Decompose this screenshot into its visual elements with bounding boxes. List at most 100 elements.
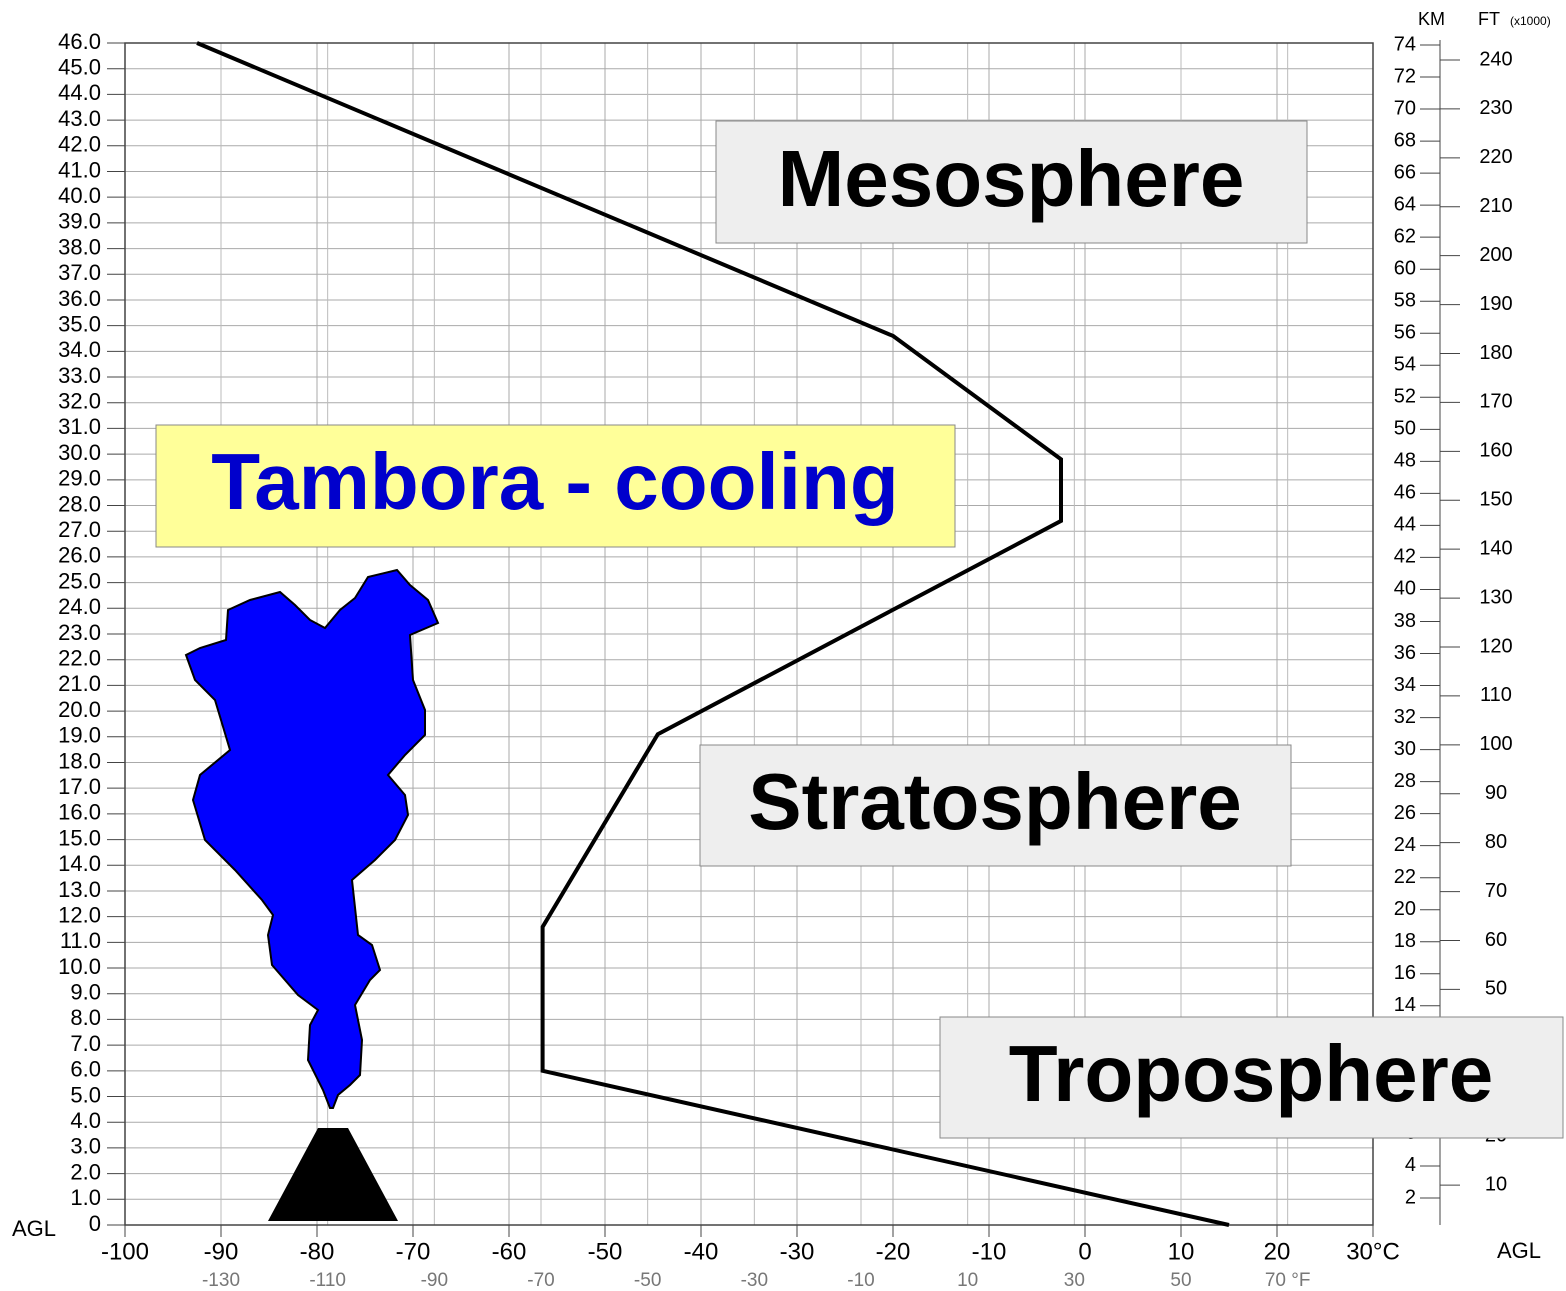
km-tick-label: 30 xyxy=(1394,738,1416,760)
x-tick-label: -10 xyxy=(972,1238,1007,1265)
y-tick-label: 39.0 xyxy=(58,209,101,234)
km-tick-label: 44 xyxy=(1394,514,1416,536)
y-tick-label: 12.0 xyxy=(58,902,101,927)
km-tick-label: 72 xyxy=(1394,65,1416,87)
y-tick-label: 20.0 xyxy=(58,697,101,722)
x-tick-label: -20 xyxy=(876,1238,911,1265)
y-tick-label: 38.0 xyxy=(58,234,101,259)
km-tick-label: 22 xyxy=(1394,866,1416,888)
ft-tick-label: 110 xyxy=(1480,684,1512,706)
y-tick-label: 9.0 xyxy=(70,980,101,1005)
f-tick-label: 10 xyxy=(957,1270,978,1291)
km-tick-label: 42 xyxy=(1394,546,1416,568)
ft-tick-label: 160 xyxy=(1479,440,1512,462)
km-tick-label: 24 xyxy=(1394,834,1416,856)
km-tick-label: 36 xyxy=(1394,642,1416,664)
ft-tick-label: 220 xyxy=(1479,146,1512,168)
y-tick-label: 4.0 xyxy=(70,1108,101,1133)
km-tick-label: 62 xyxy=(1394,225,1416,247)
troposphere-label: Troposphere xyxy=(1009,1029,1494,1118)
km-tick-label: 16 xyxy=(1394,962,1416,984)
km-tick-label: 48 xyxy=(1394,450,1416,472)
km-tick-label: 4 xyxy=(1405,1154,1416,1176)
f-tick-label: 30 xyxy=(1064,1270,1085,1291)
ft-tick-label: 150 xyxy=(1479,489,1512,511)
km-tick-label: 38 xyxy=(1394,610,1416,632)
ft-tick-label: 230 xyxy=(1479,97,1512,119)
y-tick-label: 43.0 xyxy=(58,106,101,131)
y-tick-label: 33.0 xyxy=(58,363,101,388)
y-tick-label: 46.0 xyxy=(58,29,101,54)
y-tick-label: 27.0 xyxy=(58,517,101,542)
y-tick-label: 29.0 xyxy=(58,466,101,491)
y-tick-label: 13.0 xyxy=(58,877,101,902)
ft-tick-label: 130 xyxy=(1479,586,1512,608)
y-tick-label: 3.0 xyxy=(70,1134,101,1159)
tambora-box xyxy=(155,424,956,548)
km-tick-label: 60 xyxy=(1394,257,1416,279)
ft-header: FT xyxy=(1478,9,1500,29)
y-tick-label: 8.0 xyxy=(70,1005,101,1030)
ft-tick-label: 240 xyxy=(1479,48,1512,70)
y-tick-label: 32.0 xyxy=(58,389,101,414)
y-tick-label: 5.0 xyxy=(70,1082,101,1107)
y-tick-label: 17.0 xyxy=(58,774,101,799)
y-tick-label: 44.0 xyxy=(58,80,101,105)
mesosphere-box xyxy=(715,120,1308,244)
km-tick-label: 20 xyxy=(1394,898,1416,920)
km-tick-label: 46 xyxy=(1394,482,1416,504)
ft-tick-label: 90 xyxy=(1485,782,1507,804)
ft-tick-label: 50 xyxy=(1485,978,1507,1000)
x-tick-label: -30 xyxy=(780,1238,815,1265)
x-tick-label: -50 xyxy=(588,1238,623,1265)
y-tick-label: 1.0 xyxy=(70,1185,101,1210)
km-tick-label: 32 xyxy=(1394,706,1416,728)
y-tick-label: 10.0 xyxy=(58,954,101,979)
y-tick-label: 15.0 xyxy=(58,825,101,850)
y-tick-label: 45.0 xyxy=(58,55,101,80)
troposphere-box xyxy=(939,1016,1564,1139)
mesosphere-label: Mesosphere xyxy=(778,134,1245,223)
y-tick-label: 21.0 xyxy=(58,671,101,696)
f-tick-label: -110 xyxy=(309,1270,346,1291)
y-tick-label: 0 xyxy=(89,1211,101,1236)
km-tick-label: 28 xyxy=(1394,770,1416,792)
stratosphere-box xyxy=(699,744,1292,867)
ft-tick-label: 170 xyxy=(1479,391,1512,413)
ft-tick-label: 140 xyxy=(1479,537,1512,559)
y-tick-label: 24.0 xyxy=(58,594,101,619)
stratosphere-label: Stratosphere xyxy=(748,757,1241,846)
ft-tick-label: 120 xyxy=(1479,635,1512,657)
y-tick-label: 35.0 xyxy=(58,311,101,336)
y-tick-label: 25.0 xyxy=(58,568,101,593)
x-tick-label: -40 xyxy=(684,1238,719,1265)
y-tick-label: 30.0 xyxy=(58,440,101,465)
ft-tick-label: 200 xyxy=(1479,244,1512,266)
y-tick-label: 11.0 xyxy=(60,928,101,953)
y-tick-label: 37.0 xyxy=(58,260,101,285)
ft-tick-label: 80 xyxy=(1485,831,1507,853)
km-tick-label: 70 xyxy=(1394,97,1416,119)
agl-left: AGL xyxy=(12,1216,56,1241)
y-tick-label: 28.0 xyxy=(58,491,101,516)
temperature-line xyxy=(196,41,1230,1227)
x-tick-label: 20 xyxy=(1264,1238,1291,1265)
y-tick-label: 14.0 xyxy=(58,851,101,876)
km-tick-label: 74 xyxy=(1394,33,1416,55)
y-tick-label: 22.0 xyxy=(58,646,101,671)
km-tick-label: 2 xyxy=(1405,1186,1416,1208)
y-tick-label: 26.0 xyxy=(58,543,101,568)
km-tick-label: 18 xyxy=(1394,930,1416,952)
tambora-label: Tambora - cooling xyxy=(211,437,898,526)
volcano xyxy=(268,1128,398,1221)
ft-tick-label: 180 xyxy=(1479,342,1512,364)
agl-right: AGL xyxy=(1497,1238,1541,1263)
y-tick-label: 2.0 xyxy=(70,1159,101,1184)
y-tick-label: 42.0 xyxy=(58,132,101,157)
x-tick-label: 0 xyxy=(1078,1238,1091,1265)
km-tick-label: 64 xyxy=(1394,193,1416,215)
ft-tick-label: 60 xyxy=(1485,929,1507,951)
ft-tick-label: 210 xyxy=(1479,195,1512,217)
f-tick-label: -50 xyxy=(634,1270,661,1291)
f-tick-label: -10 xyxy=(847,1270,874,1291)
